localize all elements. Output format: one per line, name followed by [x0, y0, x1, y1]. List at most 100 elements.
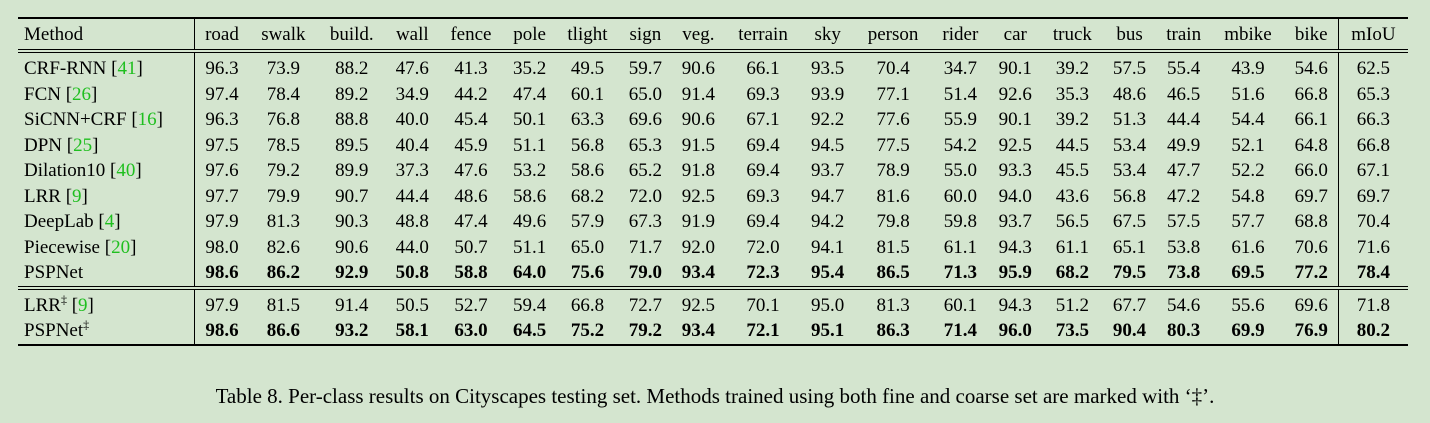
table-caption: Table 8. Per-class results on Cityscapes… — [215, 384, 1215, 408]
method-cell: DeepLab [4] — [18, 209, 195, 235]
value-cell: 73.9 — [266, 58, 300, 80]
citation-link[interactable]: 16 — [137, 109, 157, 131]
header-bike: bike — [1284, 18, 1339, 53]
citation-link[interactable]: 41 — [117, 58, 137, 80]
value-cell: 98.6 — [194, 260, 249, 290]
value-cell: 70.6 — [1294, 236, 1328, 258]
value-cell: 93.7 — [811, 160, 845, 182]
header-method: Method — [18, 18, 195, 53]
value-cell: 96.3 — [205, 58, 239, 80]
value-cell: 65.0 — [570, 236, 605, 258]
value-cell: 50.7 — [454, 236, 488, 258]
value-cell: 93.7 — [998, 211, 1032, 233]
value-cell: 94.5 — [811, 134, 845, 156]
value-cell: 43.9 — [1231, 58, 1265, 80]
value-cell: 51.1 — [512, 134, 547, 156]
value-cell: 73.5 — [1041, 318, 1104, 346]
value-cell: 63.0 — [438, 318, 504, 346]
value-cell: 41.3 — [454, 58, 488, 80]
header-sign: sign — [618, 18, 672, 53]
value-cell: 47.4 — [454, 211, 488, 233]
value-cell: 47.6 — [395, 58, 429, 80]
value-cell: 64.8 — [1294, 134, 1328, 156]
value-cell: 90.1 — [998, 58, 1032, 80]
citation-link[interactable]: 20 — [111, 236, 131, 258]
citation-link[interactable]: 26 — [72, 83, 92, 105]
value-cell: 93.9 — [811, 83, 845, 105]
value-cell: 58.1 — [385, 318, 439, 346]
value-cell: 77.1 — [876, 83, 910, 105]
value-cell: 66.0 — [1294, 160, 1328, 182]
value-cell: 97.9 — [205, 294, 239, 316]
value-cell: 67.1 — [746, 109, 780, 131]
value-cell: 79.5 — [1103, 260, 1157, 290]
value-cell: 81.5 — [876, 236, 910, 258]
value-cell: 78.9 — [876, 160, 910, 182]
value-cell: 67.7 — [1112, 294, 1147, 316]
table-row: DPN [25] 97.5 78.5 89.5 40.4 45.9 51.1 56.8 65.3… — [18, 132, 1408, 158]
method-cell: PSPNet‡ — [18, 318, 195, 346]
value-cell: 92.9 — [317, 260, 386, 290]
table-row: SiCNN+CRF [16] 96.3 76.8 88.8 40.0 45.4 50.1 63… — [18, 107, 1408, 133]
header-fence: fence — [438, 18, 504, 53]
method-cell: SiCNN+CRF [16] — [18, 107, 195, 133]
value-cell: 95.4 — [801, 260, 855, 290]
citation-link[interactable]: 25 — [73, 134, 93, 156]
miou-cell: 71.8 — [1337, 287, 1408, 318]
value-cell: 50.8 — [385, 260, 439, 290]
table-row: PSPNet‡ 98.6 86.6 93.2 58.1 63.0 64.5 75.2 79.2 9… — [18, 318, 1408, 346]
value-cell: 69.5 — [1211, 260, 1285, 290]
value-cell: 90.6 — [335, 236, 369, 258]
value-cell: 94.3 — [998, 236, 1032, 258]
method-cell: LRR‡ [9] — [18, 287, 195, 318]
table-row: LRR‡ [9] 97.9 81.5 91.4 50.5 52.7 59.4 66.8 72.7… — [18, 287, 1408, 318]
header-road: road — [194, 18, 249, 53]
value-cell: 77.5 — [876, 134, 910, 156]
value-cell: 60.1 — [943, 294, 977, 316]
value-cell: 72.0 — [628, 185, 662, 207]
table-row: CRF-RNN [41] 96.3 73.9 88.2 47.6 41.3 35.2 49.5… — [18, 51, 1408, 82]
citation-link[interactable]: 9 — [72, 185, 82, 207]
value-cell: 34.7 — [943, 58, 977, 80]
citation-link[interactable]: 9 — [78, 294, 88, 316]
method-cell: PSPNet — [18, 260, 195, 290]
value-cell: 64.0 — [503, 260, 557, 290]
value-cell: 70.1 — [746, 294, 780, 316]
value-cell: 51.2 — [1055, 294, 1089, 316]
value-cell: 94.1 — [811, 236, 845, 258]
value-cell: 55.9 — [943, 109, 977, 131]
value-cell: 56.5 — [1055, 211, 1089, 233]
value-cell: 92.2 — [811, 109, 845, 131]
value-cell: 65.1 — [1112, 236, 1147, 258]
value-cell: 52.1 — [1231, 134, 1265, 156]
value-cell: 56.8 — [570, 134, 605, 156]
value-cell: 91.5 — [681, 134, 716, 156]
value-cell: 90.7 — [335, 185, 369, 207]
value-cell: 40.0 — [395, 109, 429, 131]
citation-link[interactable]: 40 — [116, 160, 136, 182]
header-build: build. — [317, 18, 386, 53]
header-train: train — [1156, 18, 1212, 53]
header-truck: truck — [1041, 18, 1104, 53]
value-cell: 67.3 — [628, 211, 662, 233]
value-cell: 69.9 — [1211, 318, 1285, 346]
value-cell: 93.4 — [671, 260, 725, 290]
value-cell: 57.5 — [1112, 58, 1147, 80]
value-cell: 43.6 — [1055, 185, 1089, 207]
value-cell: 90.6 — [681, 58, 716, 80]
header-sky: sky — [801, 18, 855, 53]
value-cell: 48.6 — [454, 185, 488, 207]
header-terrain: terrain — [724, 18, 802, 53]
value-cell: 93.5 — [811, 58, 845, 80]
value-cell: 92.5 — [998, 134, 1032, 156]
method-name: DPN — [24, 134, 63, 156]
value-cell: 66.1 — [746, 58, 780, 80]
citation-link[interactable]: 4 — [104, 211, 115, 233]
value-cell: 63.3 — [570, 109, 605, 131]
header-row: Method road swalk build. wall fence pole tlight… — [18, 18, 1408, 53]
value-cell: 52.7 — [454, 294, 488, 316]
value-cell: 81.6 — [876, 185, 910, 207]
value-cell: 86.6 — [248, 318, 318, 346]
value-cell: 79.9 — [266, 185, 300, 207]
